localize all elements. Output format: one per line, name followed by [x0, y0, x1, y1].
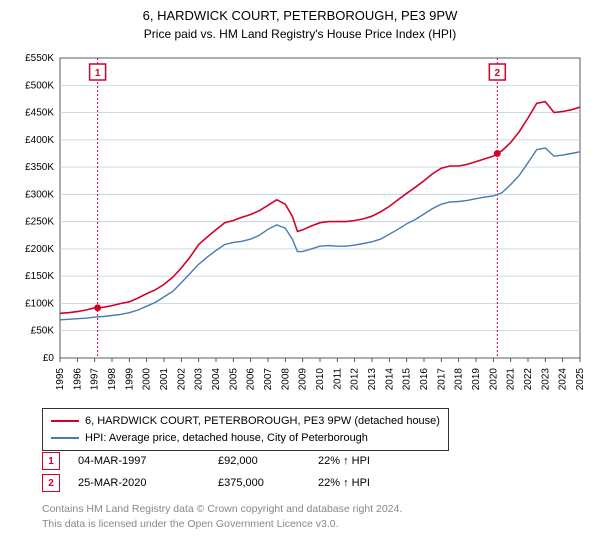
- svg-text:2007: 2007: [263, 368, 274, 391]
- legend-swatch: [51, 437, 79, 439]
- event-price: £92,000: [218, 455, 318, 467]
- svg-text:2000: 2000: [142, 368, 153, 391]
- svg-text:2012: 2012: [350, 368, 361, 391]
- svg-text:2025: 2025: [575, 368, 586, 391]
- svg-text:2019: 2019: [471, 368, 482, 391]
- svg-text:£100K: £100K: [25, 298, 54, 309]
- svg-text:2013: 2013: [367, 368, 378, 391]
- svg-text:2016: 2016: [419, 368, 430, 391]
- legend-item: HPI: Average price, detached house, City…: [51, 430, 440, 447]
- svg-text:2018: 2018: [454, 368, 465, 391]
- svg-text:2008: 2008: [280, 368, 291, 391]
- svg-text:1999: 1999: [124, 368, 135, 391]
- svg-text:2001: 2001: [159, 368, 170, 391]
- legend-label: 6, HARDWICK COURT, PETERBOROUGH, PE3 9PW…: [85, 413, 440, 430]
- svg-text:1998: 1998: [107, 368, 118, 391]
- footer-line-2: This data is licensed under the Open Gov…: [42, 517, 402, 532]
- svg-text:£500K: £500K: [25, 80, 54, 91]
- svg-text:2010: 2010: [315, 368, 326, 391]
- event-pct: 22% ↑ HPI: [318, 477, 418, 489]
- svg-text:£350K: £350K: [25, 162, 54, 173]
- svg-text:2015: 2015: [402, 368, 413, 391]
- event-pct: 22% ↑ HPI: [318, 455, 418, 467]
- chart-subtitle: Price paid vs. HM Land Registry's House …: [0, 25, 600, 41]
- svg-text:£200K: £200K: [25, 244, 54, 255]
- event-date: 25-MAR-2020: [78, 477, 218, 489]
- svg-text:£400K: £400K: [25, 135, 54, 146]
- svg-text:1997: 1997: [90, 368, 101, 391]
- footer-line-1: Contains HM Land Registry data © Crown c…: [42, 502, 402, 517]
- svg-text:1995: 1995: [55, 368, 66, 391]
- svg-text:2011: 2011: [332, 368, 343, 390]
- svg-text:2024: 2024: [558, 368, 569, 391]
- event-row: 1 04-MAR-1997£92,00022% ↑ HPI: [42, 450, 418, 472]
- svg-text:£50K: £50K: [31, 326, 55, 337]
- svg-text:2005: 2005: [228, 368, 239, 391]
- line-chart: £0 £50K £100K £150K £200K £250K £300K £350K £400…: [10, 48, 590, 398]
- svg-text:2021: 2021: [506, 368, 517, 391]
- event-marker-icon: 2: [42, 474, 60, 492]
- legend-swatch: [51, 420, 79, 422]
- legend-item: 6, HARDWICK COURT, PETERBOROUGH, PE3 9PW…: [51, 413, 440, 430]
- svg-text:2: 2: [495, 68, 501, 79]
- svg-text:£450K: £450K: [25, 108, 54, 119]
- event-marker-icon: 1: [42, 452, 60, 470]
- event-date: 04-MAR-1997: [78, 455, 218, 467]
- legend: 6, HARDWICK COURT, PETERBOROUGH, PE3 9PW…: [42, 408, 449, 451]
- svg-text:£0: £0: [43, 353, 55, 364]
- svg-text:2020: 2020: [488, 368, 499, 391]
- svg-text:2002: 2002: [176, 368, 187, 391]
- svg-text:2004: 2004: [211, 368, 222, 391]
- svg-text:2022: 2022: [523, 368, 534, 391]
- svg-text:2014: 2014: [384, 368, 395, 391]
- event-table: 1 04-MAR-1997£92,00022% ↑ HPI 2 25-MAR-2020…: [42, 450, 418, 494]
- svg-text:£250K: £250K: [25, 217, 54, 228]
- svg-text:2006: 2006: [246, 368, 257, 391]
- legend-label: HPI: Average price, detached house, City…: [85, 430, 368, 447]
- svg-text:2017: 2017: [436, 368, 447, 391]
- svg-text:1996: 1996: [72, 368, 83, 391]
- svg-text:2009: 2009: [298, 368, 309, 391]
- svg-text:£300K: £300K: [25, 189, 54, 200]
- footer-attribution: Contains HM Land Registry data © Crown c…: [42, 502, 402, 531]
- svg-text:£150K: £150K: [25, 271, 54, 282]
- svg-text:1: 1: [95, 68, 101, 79]
- svg-text:£550K: £550K: [25, 53, 54, 64]
- chart-area: £0 £50K £100K £150K £200K £250K £300K £350K £400…: [10, 48, 590, 398]
- event-row: 2 25-MAR-2020£375,00022% ↑ HPI: [42, 472, 418, 494]
- event-price: £375,000: [218, 477, 318, 489]
- chart-title: 6, HARDWICK COURT, PETERBOROUGH, PE3 9PW: [0, 0, 600, 25]
- svg-text:2003: 2003: [194, 368, 205, 391]
- svg-text:2023: 2023: [540, 368, 551, 391]
